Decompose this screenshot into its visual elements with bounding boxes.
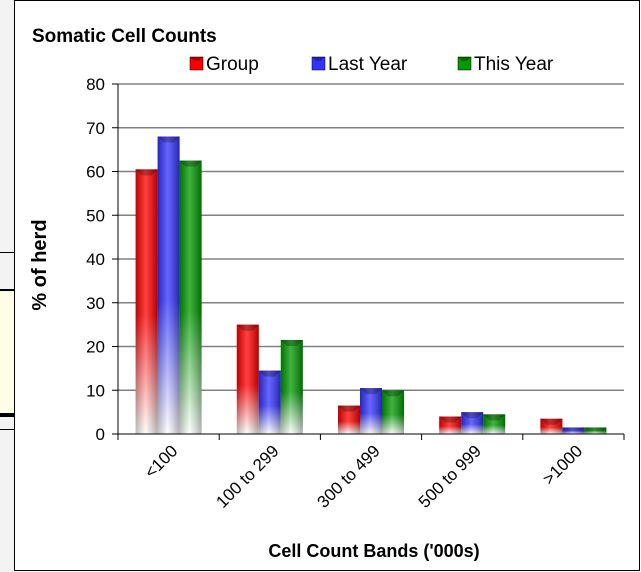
y-tick-label: 20	[86, 338, 105, 357]
bar	[540, 418, 563, 434]
y-tick-label: 10	[86, 381, 105, 400]
x-tick-label: 500 to 999	[415, 441, 485, 511]
legend: Group Last Year This Year	[189, 54, 554, 75]
y-tick-label: 60	[86, 163, 105, 182]
bar	[338, 405, 360, 434]
bar	[461, 412, 484, 434]
adjacent-sheet-strip	[0, 0, 14, 572]
bar	[382, 390, 404, 434]
legend-swatch	[311, 56, 326, 71]
bar	[584, 427, 607, 434]
legend-item: Group	[189, 54, 259, 75]
legend-swatch	[189, 56, 204, 71]
bar	[135, 169, 158, 434]
y-tick-label: 0	[96, 425, 105, 444]
chart-title: Somatic Cell Counts	[32, 26, 217, 47]
legend-item: This Year	[457, 54, 554, 75]
legend-label: This Year	[474, 54, 554, 75]
bar	[360, 388, 382, 434]
legend-label: Group	[206, 54, 259, 75]
legend-swatch	[457, 56, 472, 71]
legend-item: Last Year	[311, 54, 408, 75]
bar	[236, 324, 259, 434]
y-tick-label: 80	[86, 75, 105, 94]
bar	[157, 136, 180, 434]
y-tick-label: 30	[86, 294, 105, 313]
x-tick-label: <100	[141, 441, 182, 482]
y-tick-label: 40	[86, 250, 105, 269]
axes	[112, 83, 625, 440]
y-tick-labels: 0 10 20 30 40 50 60 70 80	[86, 75, 105, 444]
bar	[280, 339, 303, 434]
bar	[562, 427, 585, 434]
bars	[135, 136, 607, 434]
y-axis-label: % of herd	[29, 219, 51, 310]
y-tick-label: 50	[86, 206, 105, 225]
y-tick-label: 70	[86, 119, 105, 138]
x-tick-label: 100 to 299	[212, 441, 282, 511]
bar	[483, 414, 506, 434]
x-tick-label: >1000	[539, 441, 586, 488]
x-axis-label: Cell Count Bands ('000s)	[268, 541, 479, 561]
bar	[258, 370, 281, 434]
x-tick-label: 300 to 499	[314, 441, 384, 511]
bar	[439, 416, 462, 434]
legend-label: Last Year	[328, 54, 408, 75]
x-tick-labels: <100 100 to 299 300 to 499 500 to 999 >1000	[141, 441, 586, 511]
bar	[179, 160, 202, 434]
